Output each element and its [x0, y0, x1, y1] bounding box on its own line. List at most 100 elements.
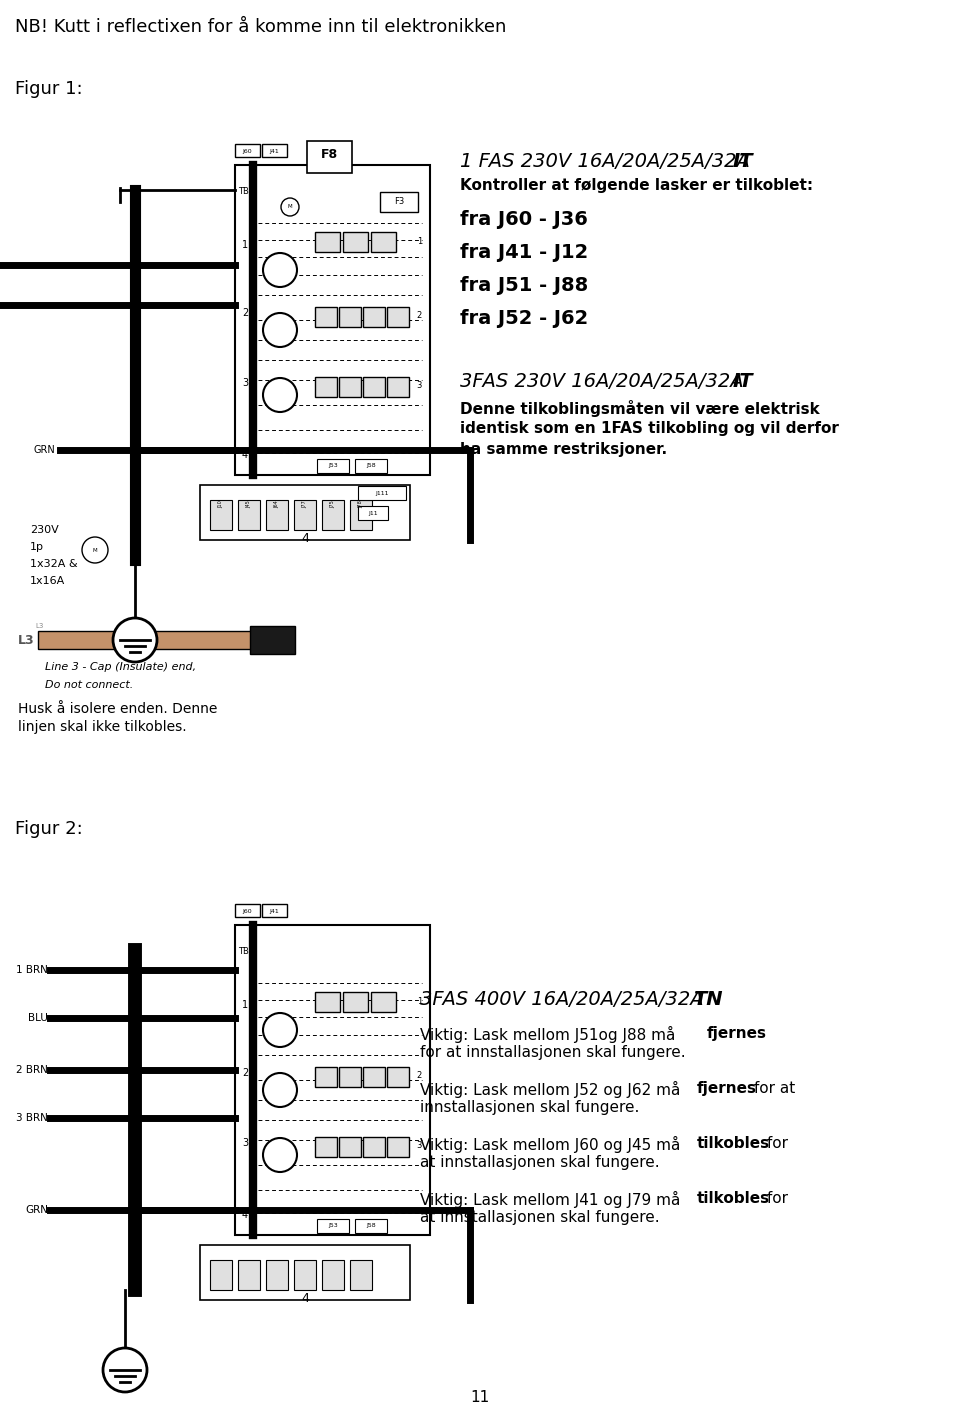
FancyBboxPatch shape [339, 377, 361, 397]
Text: fra J51 - J88: fra J51 - J88 [460, 275, 588, 295]
Text: NB! Kutt i reflectixen for å komme inn til elektronikken: NB! Kutt i reflectixen for å komme inn t… [15, 18, 506, 35]
Text: 2: 2 [242, 1067, 248, 1077]
Text: GRN: GRN [25, 1204, 48, 1214]
Text: 11: 11 [470, 1389, 490, 1405]
Text: 1x16A: 1x16A [30, 576, 65, 586]
Text: Husk å isolere enden. Denne: Husk å isolere enden. Denne [18, 702, 217, 716]
Bar [250, 626, 295, 654]
FancyBboxPatch shape [235, 904, 260, 916]
Text: 230V: 230V [30, 525, 59, 535]
FancyBboxPatch shape [350, 1260, 372, 1291]
Circle shape [263, 1138, 297, 1172]
FancyBboxPatch shape [339, 306, 361, 328]
Text: J41: J41 [269, 148, 278, 154]
FancyBboxPatch shape [358, 505, 388, 520]
Text: J11: J11 [369, 511, 378, 515]
FancyBboxPatch shape [266, 1260, 288, 1291]
Circle shape [263, 1012, 297, 1048]
Circle shape [103, 1348, 147, 1392]
Text: Viktig: Lask mellom J41 og J79 må: Viktig: Lask mellom J41 og J79 må [420, 1190, 685, 1209]
Text: TB1: TB1 [238, 947, 254, 956]
Text: 1: 1 [417, 236, 422, 246]
Text: Figur 1:: Figur 1: [15, 80, 83, 97]
Text: for at: for at [749, 1082, 795, 1096]
FancyBboxPatch shape [371, 993, 396, 1012]
FancyBboxPatch shape [387, 1067, 409, 1087]
FancyBboxPatch shape [262, 904, 287, 916]
Text: J60: J60 [242, 148, 252, 154]
Bar [235, 165, 430, 474]
FancyBboxPatch shape [315, 993, 340, 1012]
Circle shape [82, 537, 108, 563]
FancyBboxPatch shape [315, 306, 337, 328]
FancyBboxPatch shape [339, 1067, 361, 1087]
Text: linjen skal ikke tilkobles.: linjen skal ikke tilkobles. [18, 720, 186, 734]
Text: J60: J60 [242, 908, 252, 914]
FancyBboxPatch shape [387, 306, 409, 328]
Text: 3: 3 [242, 1138, 248, 1148]
FancyBboxPatch shape [307, 141, 352, 174]
Text: J45: J45 [247, 500, 252, 508]
FancyBboxPatch shape [343, 993, 368, 1012]
Circle shape [263, 313, 297, 347]
Text: Viktig: Lask mellom J52 og J62 må: Viktig: Lask mellom J52 og J62 må [420, 1082, 685, 1099]
Text: J75: J75 [330, 500, 335, 508]
FancyBboxPatch shape [355, 1219, 387, 1233]
FancyBboxPatch shape [238, 500, 260, 530]
Text: Line 3 - Cap (Insulate) end,: Line 3 - Cap (Insulate) end, [45, 662, 196, 672]
Text: fjernes: fjernes [707, 1027, 767, 1041]
Text: J77: J77 [302, 500, 307, 508]
Text: Denne tilkoblingsmåten vil være elektrisk: Denne tilkoblingsmåten vil være elektris… [460, 400, 820, 417]
Text: L3: L3 [35, 623, 43, 628]
Text: GRN: GRN [34, 445, 55, 455]
Text: 1: 1 [242, 240, 248, 250]
FancyBboxPatch shape [315, 1137, 337, 1156]
Text: 3FAS 400V 16A/20A/25A/32A: 3FAS 400V 16A/20A/25A/32A [420, 990, 709, 1010]
Text: J78: J78 [358, 500, 364, 508]
Bar [200, 1245, 410, 1300]
Text: J58: J58 [366, 463, 375, 469]
Bar [200, 484, 410, 539]
Text: 3FAS 230V 16A/20A/25A/32A: 3FAS 230V 16A/20A/25A/32A [460, 371, 750, 391]
Circle shape [263, 378, 297, 412]
Text: fra J60 - J36: fra J60 - J36 [460, 210, 588, 229]
Text: 4: 4 [242, 1210, 248, 1220]
Text: at innstallasjonen skal fungere.: at innstallasjonen skal fungere. [420, 1155, 660, 1171]
Text: 2: 2 [242, 308, 248, 318]
FancyBboxPatch shape [363, 1067, 385, 1087]
FancyBboxPatch shape [210, 1260, 232, 1291]
Text: IT: IT [733, 152, 754, 171]
Text: 3: 3 [417, 381, 422, 391]
FancyBboxPatch shape [363, 377, 385, 397]
Text: M: M [288, 205, 292, 209]
Text: fra J52 - J62: fra J52 - J62 [460, 309, 588, 328]
Text: fra J41 - J12: fra J41 - J12 [460, 243, 588, 263]
Text: F3: F3 [394, 196, 404, 206]
FancyBboxPatch shape [363, 306, 385, 328]
Circle shape [263, 253, 297, 287]
FancyBboxPatch shape [294, 1260, 316, 1291]
Text: J53: J53 [328, 463, 338, 469]
Text: IT: IT [733, 371, 754, 391]
FancyBboxPatch shape [371, 232, 396, 251]
Text: J111: J111 [375, 490, 389, 496]
Text: 4: 4 [242, 450, 248, 460]
Text: 2: 2 [417, 312, 422, 321]
Text: tilkobles: tilkobles [697, 1137, 770, 1151]
Text: J58: J58 [366, 1224, 375, 1228]
Text: 4: 4 [301, 1292, 309, 1305]
FancyBboxPatch shape [294, 500, 316, 530]
Text: 3: 3 [417, 1141, 422, 1151]
Text: L3: L3 [18, 634, 35, 647]
FancyBboxPatch shape [387, 1137, 409, 1156]
Text: 1 FAS 230V 16A/20A/25A/32A: 1 FAS 230V 16A/20A/25A/32A [460, 152, 756, 171]
FancyBboxPatch shape [322, 500, 344, 530]
Text: 2: 2 [417, 1072, 422, 1080]
FancyBboxPatch shape [315, 377, 337, 397]
Text: tilkobles: tilkobles [697, 1190, 770, 1206]
Text: J64: J64 [275, 500, 279, 508]
Text: Viktig: Lask mellom J60 og J45 må: Viktig: Lask mellom J60 og J45 må [420, 1137, 685, 1154]
Text: 1: 1 [242, 1000, 248, 1010]
FancyBboxPatch shape [363, 1137, 385, 1156]
Text: M: M [93, 548, 97, 552]
